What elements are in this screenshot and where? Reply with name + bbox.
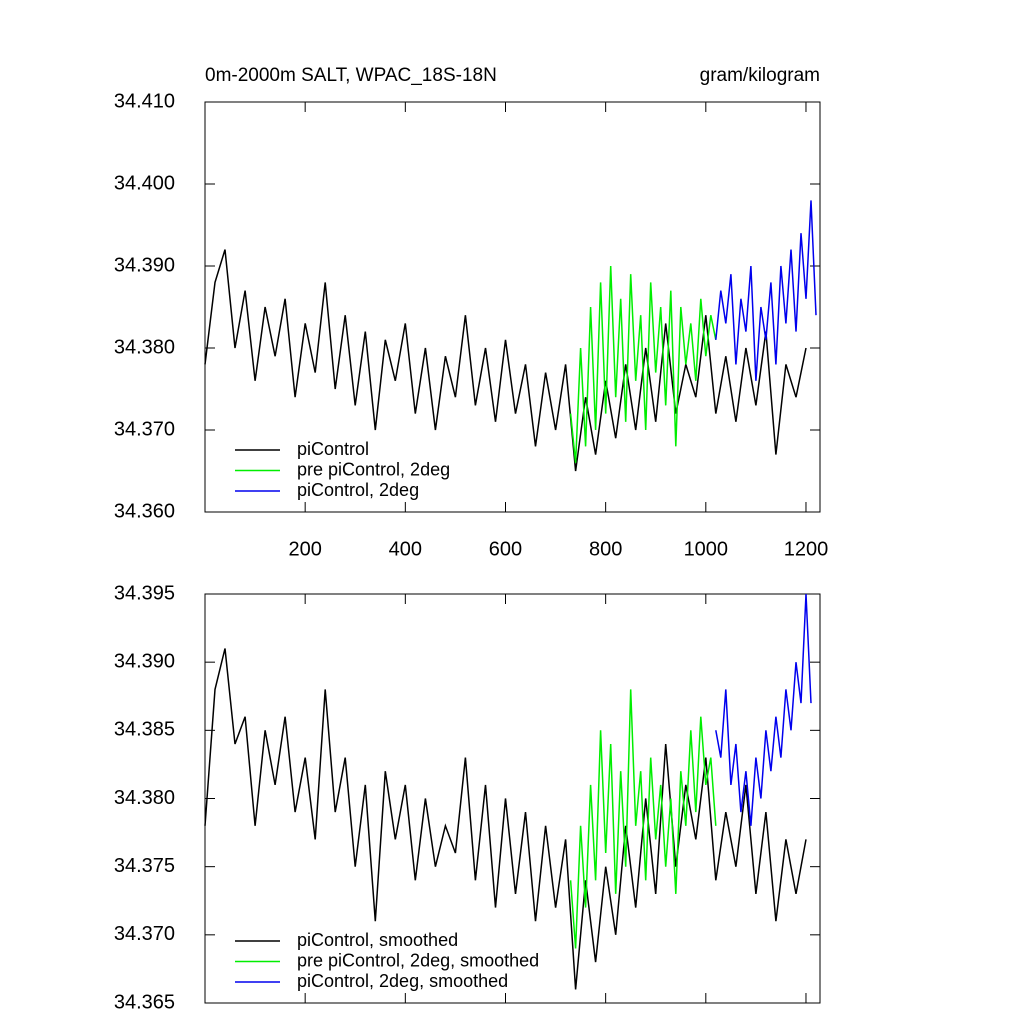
legend-label: pre piControl, 2deg <box>297 459 450 479</box>
y-tick-label: 34.365 <box>114 991 175 1013</box>
y-tick-label: 34.390 <box>114 650 175 672</box>
y-tick-label: 34.370 <box>114 923 175 945</box>
chart-title: 0m-2000m SALT, WPAC_18S-18N <box>205 65 497 86</box>
y-tick-label: 34.360 <box>114 500 175 522</box>
legend-label: piControl, smoothed <box>297 930 458 950</box>
y-tick-label: 34.395 <box>114 582 175 604</box>
x-tick-label: 200 <box>288 538 321 560</box>
plot-frame <box>204 101 821 513</box>
y-tick-label: 34.385 <box>114 719 175 741</box>
data-line <box>715 593 812 826</box>
x-tick-label: 1200 <box>784 538 829 560</box>
data-line <box>204 648 807 990</box>
data-line <box>204 249 807 472</box>
x-tick-label: 1000 <box>684 538 729 560</box>
y-tick-label: 34.380 <box>114 336 175 358</box>
x-tick-label: 400 <box>389 538 422 560</box>
x-tick-label: 600 <box>489 538 522 560</box>
legend-label: piControl, 2deg <box>297 480 419 500</box>
y-tick-label: 34.410 <box>114 90 175 112</box>
legend-label: pre piControl, 2deg, smoothed <box>297 950 539 970</box>
legend-label: piControl, 2deg, smoothed <box>297 971 508 991</box>
y-tick-label: 34.400 <box>114 172 175 194</box>
data-line <box>569 265 717 463</box>
units-label: gram/kilogram <box>700 65 820 86</box>
data-line <box>569 689 717 949</box>
y-tick-label: 34.380 <box>114 787 175 809</box>
y-tick-label: 34.370 <box>114 418 175 440</box>
y-tick-label: 34.390 <box>114 254 175 276</box>
y-tick-label: 34.375 <box>114 855 175 877</box>
data-line <box>715 200 817 381</box>
legend-label: piControl <box>297 439 369 459</box>
x-tick-label: 800 <box>589 538 622 560</box>
